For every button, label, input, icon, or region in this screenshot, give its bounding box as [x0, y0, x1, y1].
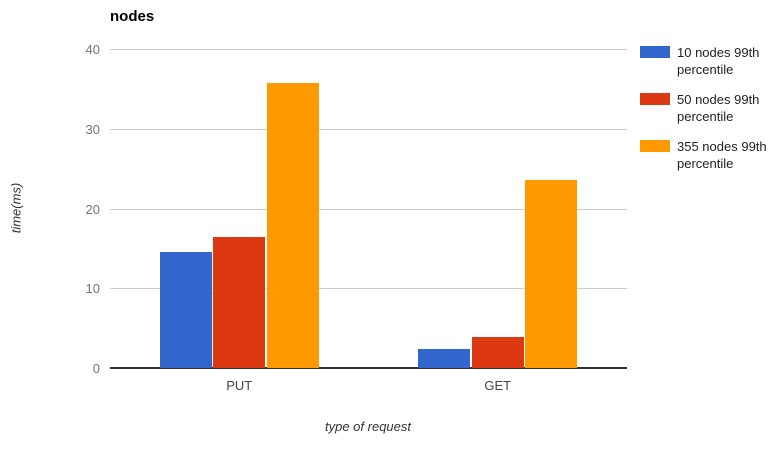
bar-put-series-0[interactable] — [159, 252, 212, 368]
legend-item[interactable]: 355 nodes 99th percentile — [640, 138, 778, 172]
bar-put-series-1[interactable] — [213, 237, 266, 368]
gridline — [110, 128, 627, 130]
legend-label: 10 nodes 99th percentile — [677, 45, 760, 77]
gridline — [110, 208, 627, 210]
legend-item[interactable]: 50 nodes 99th percentile — [640, 91, 778, 125]
legend-label: 50 nodes 99th percentile — [677, 92, 760, 124]
bar-get-series-0[interactable] — [418, 348, 471, 368]
plot-area — [110, 49, 627, 369]
x-category-label: GET — [484, 378, 512, 393]
gridline — [110, 49, 627, 50]
y-tick-label: 0 — [92, 361, 100, 376]
bar-get-series-2[interactable] — [525, 179, 578, 368]
legend-item[interactable]: 10 nodes 99th percentile — [640, 44, 778, 78]
y-tick-label: 10 — [85, 281, 100, 297]
y-tick-label: 20 — [85, 201, 100, 217]
x-axis-line — [110, 367, 627, 369]
bar-get-series-1[interactable] — [471, 336, 524, 368]
y-tick-label: 30 — [85, 121, 100, 137]
x-axis-title: type of request — [325, 419, 411, 434]
legend-swatch-icon — [640, 46, 670, 58]
legend-swatch-icon — [640, 140, 670, 152]
chart-title: nodes — [110, 8, 155, 25]
legend-swatch-icon — [640, 93, 670, 105]
x-category-label: PUT — [226, 378, 253, 393]
y-axis-title: time(ms) — [8, 182, 24, 234]
legend: 10 nodes 99th percentile 50 nodes 99th p… — [640, 44, 778, 172]
y-tick-label: 40 — [85, 42, 100, 57]
gridline — [110, 288, 627, 290]
legend-label: 355 nodes 99th percentile — [677, 139, 767, 171]
bar-put-series-2[interactable] — [266, 82, 319, 368]
